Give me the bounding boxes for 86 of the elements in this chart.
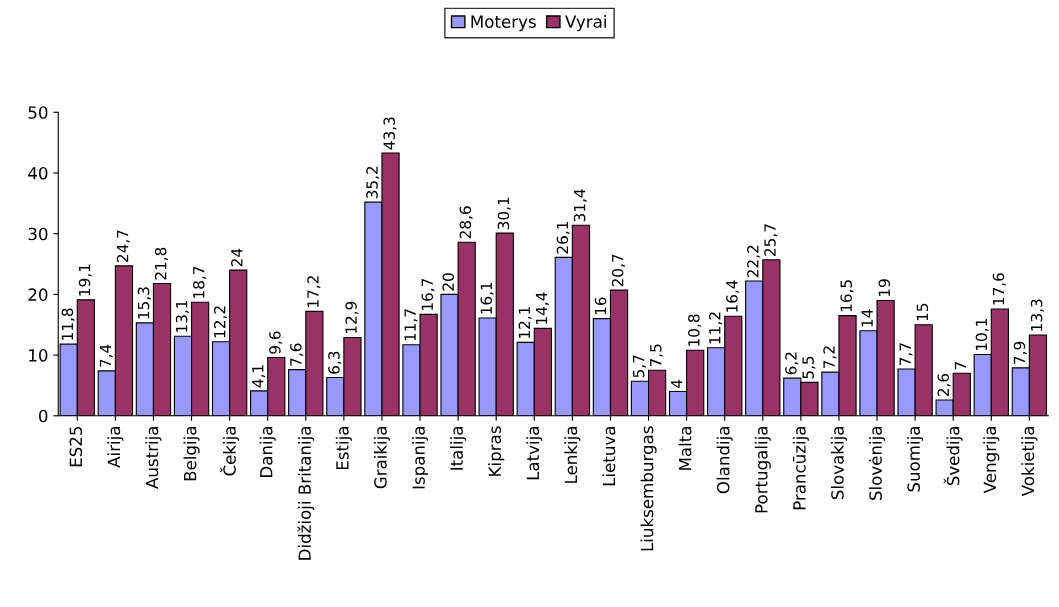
data-label: 43,3 bbox=[383, 117, 397, 150]
data-label: 7 bbox=[954, 362, 966, 370]
data-label: 7,6 bbox=[290, 343, 304, 366]
data-label: 35,2 bbox=[366, 166, 380, 199]
data-label: 7,9 bbox=[1013, 341, 1027, 364]
data-label: 13,3 bbox=[1030, 299, 1044, 331]
data-label: 4 bbox=[671, 379, 683, 388]
data-label: 24 bbox=[231, 248, 243, 267]
data-label: 16,5 bbox=[840, 280, 854, 312]
data-label: 30,1 bbox=[497, 197, 511, 230]
legend-label: Moterys bbox=[471, 15, 536, 32]
x-tick-label: Čekija bbox=[220, 427, 240, 476]
data-label: 20,7 bbox=[611, 254, 626, 287]
x-tick-label: Vengrija bbox=[983, 427, 1000, 494]
data-label: 22,2 bbox=[747, 245, 761, 278]
data-label: 14 bbox=[861, 309, 873, 327]
data-label: 21,8 bbox=[154, 247, 169, 280]
data-label: 7,4 bbox=[99, 344, 113, 367]
x-tick-label: Italija bbox=[450, 427, 467, 470]
x-tick-label: Kipras bbox=[488, 426, 505, 476]
data-label: 7,5 bbox=[650, 344, 664, 367]
x-tick-label: Portugalija bbox=[754, 427, 771, 513]
x-tick-label: Prancūzija bbox=[792, 427, 809, 510]
x-tick-label: Suomija bbox=[907, 427, 924, 492]
data-label: 11,8 bbox=[61, 308, 75, 340]
x-tick-label: ES25 bbox=[69, 426, 83, 467]
data-label: 18,7 bbox=[192, 266, 207, 298]
data-label: 7,7 bbox=[899, 343, 913, 366]
data-label: 9,6 bbox=[269, 331, 283, 354]
data-label: 15 bbox=[916, 303, 929, 321]
data-label: 26,1 bbox=[556, 221, 570, 254]
data-label: 28,6 bbox=[459, 206, 473, 239]
data-label: 25,7 bbox=[764, 224, 778, 256]
x-tick-label: Danija bbox=[259, 427, 276, 477]
x-tick-label: Austrija bbox=[145, 427, 162, 489]
x-tick-label: Latvija bbox=[526, 427, 543, 480]
x-tick-label: Malta bbox=[678, 427, 692, 470]
x-tick-label: Olandija bbox=[716, 427, 733, 494]
x-tick-label: Belgija bbox=[183, 427, 200, 481]
data-label: 16,4 bbox=[726, 280, 740, 312]
data-label: 24,7 bbox=[116, 230, 130, 262]
data-label: 4,1 bbox=[252, 365, 266, 388]
data-label: 17,2 bbox=[307, 276, 321, 307]
y-tick-label: 0 bbox=[39, 409, 48, 423]
x-tick-label: Švedija bbox=[943, 427, 963, 486]
data-label: 14,4 bbox=[535, 292, 549, 324]
data-label: 6,3 bbox=[328, 351, 342, 374]
data-label: 11,2 bbox=[709, 312, 723, 344]
x-tick-label: Graikija bbox=[373, 427, 391, 489]
data-label: 16,7 bbox=[421, 278, 435, 310]
data-label: 10,1 bbox=[975, 319, 989, 351]
x-tick-label: Estija bbox=[335, 427, 352, 470]
y-tick-label: 50 bbox=[28, 106, 48, 119]
data-label: 7,2 bbox=[823, 346, 837, 369]
data-label: 13,1 bbox=[175, 300, 189, 332]
x-tick-label: Lietuva bbox=[602, 427, 616, 486]
data-label: 20 bbox=[442, 273, 454, 291]
data-label: 11,7 bbox=[404, 309, 418, 341]
x-tick-label: Slovėnija bbox=[868, 427, 886, 500]
x-tick-label: Ispanija bbox=[411, 427, 429, 489]
data-label: 12,2 bbox=[213, 306, 228, 338]
y-tick-label: 30 bbox=[28, 227, 48, 241]
x-tick-label: Didžioji Britanija bbox=[297, 427, 315, 560]
data-label: 19 bbox=[878, 279, 891, 297]
data-label: 2,6 bbox=[937, 373, 951, 397]
data-label: 6,2 bbox=[785, 352, 799, 375]
data-label: 17,6 bbox=[992, 273, 1006, 305]
data-label: 16,1 bbox=[480, 282, 494, 314]
data-label: 5,5 bbox=[802, 356, 816, 379]
x-tick-label: Slovakija bbox=[830, 427, 848, 500]
data-label: 31,4 bbox=[573, 189, 587, 222]
data-label: 15,3 bbox=[137, 287, 151, 319]
x-tick-label: Vokietija bbox=[1021, 427, 1038, 497]
y-tick-label: 20 bbox=[28, 288, 48, 301]
data-label: 16 bbox=[594, 297, 607, 315]
x-tick-label: Airija bbox=[107, 427, 124, 468]
y-tick-label: 40 bbox=[28, 166, 48, 180]
x-tick-label: Liuksemburgas bbox=[640, 426, 657, 551]
x-tick-label: Lenkija bbox=[564, 427, 581, 483]
legend-label: Vyrai bbox=[565, 15, 606, 32]
data-label: 12,1 bbox=[518, 306, 532, 338]
data-label: 10,8 bbox=[688, 314, 702, 346]
data-label: 5,7 bbox=[633, 355, 646, 378]
data-label: 12,9 bbox=[345, 301, 359, 334]
data-label: 19,1 bbox=[78, 264, 92, 296]
y-tick-label: 10 bbox=[29, 349, 48, 362]
